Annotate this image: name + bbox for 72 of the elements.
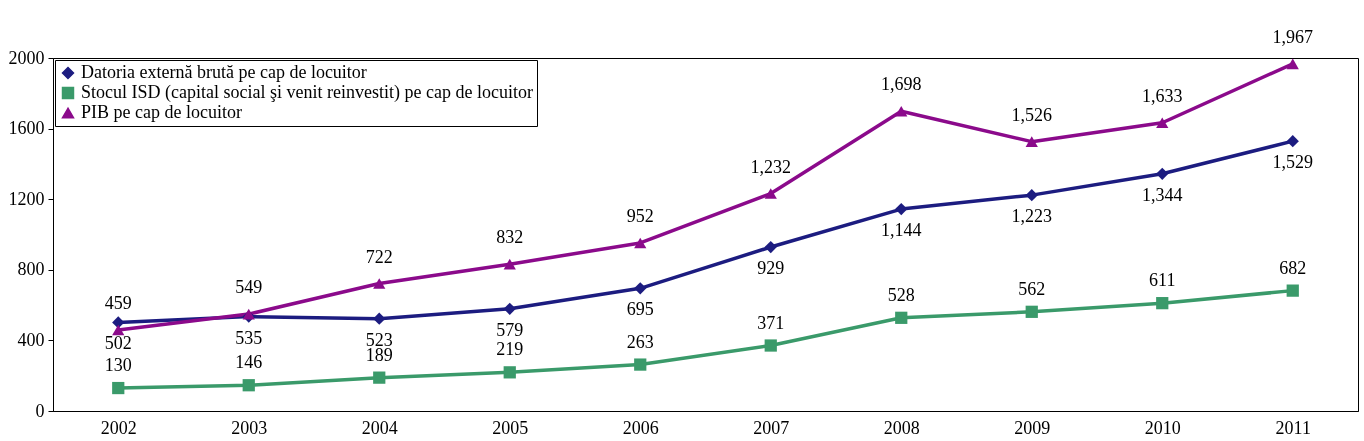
data-label: 146 [235,352,263,373]
point [503,302,516,315]
data-label: 459 [104,292,132,313]
data-label: 832 [496,227,524,248]
data-label: 682 [1279,257,1307,278]
data-label: 562 [1018,278,1046,299]
point [895,202,908,216]
x-tick-label: 2010 [1144,417,1181,438]
data-label: 1,144 [881,220,922,241]
point [895,311,908,324]
data-label: 611 [1149,270,1176,291]
point [112,324,125,336]
y-tick-label: 800 [17,259,45,280]
data-label: 549 [235,277,263,298]
data-label: 130 [104,355,132,376]
x-tick-label: 2004 [361,417,398,438]
legend-label: Stocul ISD (capital social şi venit reinvestit) pe cap de locuitor [81,82,533,103]
y-tick-label: 400 [17,329,45,350]
legend-label: Datoria externă brută pe cap de locuitor [81,62,367,82]
point [1156,117,1169,129]
data-label: 722 [365,246,393,267]
data-label: 695 [626,299,654,320]
data-label: 1,529 [1272,152,1313,173]
x-tick-label: 2011 [1275,417,1311,438]
data-label: 1,232 [750,156,791,177]
x-tick-label: 2006 [622,417,659,438]
point [1025,136,1038,147]
data-label: 502 [104,333,132,354]
x-tick-label: 2003 [231,417,268,438]
point [1286,58,1299,70]
x-tick-label: 2007 [753,417,790,438]
x-tick-label: 2008 [883,417,920,438]
data-label: 1,633 [1142,85,1183,106]
data-label: 535 [235,327,263,348]
data-label: 952 [626,205,654,226]
point [634,282,647,295]
x-tick-label: 2002 [100,417,137,438]
point [503,366,516,379]
point [112,381,125,395]
point [1156,297,1169,310]
point [242,379,255,392]
data-label: 263 [626,331,654,352]
point [895,106,908,117]
point [764,339,777,352]
point [764,240,777,254]
data-label: 1,526 [1011,104,1052,125]
x-tick-label: 2005 [492,417,529,438]
point [634,237,647,249]
data-label: 219 [496,339,524,360]
data-label: 1,344 [1142,184,1183,205]
point [634,358,647,371]
point [1156,167,1169,180]
y-tick-label: 1200 [8,188,45,209]
point [1025,305,1038,318]
y-tick-label: 1600 [8,118,45,139]
point [503,258,516,270]
data-label: 1,223 [1011,206,1052,227]
point [373,278,386,289]
data-label: 929 [757,258,785,279]
data-label: 1,967 [1272,26,1313,47]
data-label: 371 [757,312,785,333]
y-tick-label: 0 [35,400,45,421]
point [373,371,386,384]
point [1286,135,1299,148]
legend-label: PIB pe cap de locuitor [81,102,242,122]
data-label: 528 [887,284,915,305]
data-label: 579 [496,319,524,340]
point [1286,284,1299,297]
point [764,188,777,199]
x-tick-label: 2009 [1014,417,1051,438]
data-label: 1,698 [881,74,922,95]
y-tick-label: 2000 [8,47,45,68]
